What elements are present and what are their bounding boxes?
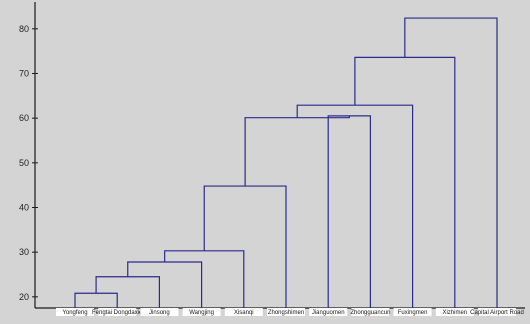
leaf-label-box bbox=[267, 308, 305, 316]
y-tick-label: 20 bbox=[19, 292, 29, 302]
leaf-label-box bbox=[98, 308, 137, 316]
leaf-label-box bbox=[351, 308, 390, 316]
leaf-label-box bbox=[140, 308, 179, 316]
leaf-labels: Yongfeng Fengtai Dongdaxie Jinsong Wangjing… bbox=[56, 308, 524, 316]
y-tick-label: 80 bbox=[19, 24, 29, 34]
y-tick-label: 70 bbox=[19, 68, 29, 78]
leaf-label: Jinsong bbox=[149, 310, 170, 316]
y-tick-label: 40 bbox=[19, 202, 29, 212]
leaf-label: Fuxingmen bbox=[398, 310, 428, 316]
dendrogram-link bbox=[164, 250, 245, 308]
leaf-label: Wangjing bbox=[189, 310, 214, 316]
y-tick-label: 60 bbox=[19, 113, 29, 123]
leaf-label-box bbox=[435, 308, 474, 316]
dendrogram-link bbox=[95, 276, 160, 308]
dendrogram-link bbox=[244, 115, 350, 187]
leaf-label: Jianguomen bbox=[312, 310, 345, 316]
dendrogram-link bbox=[127, 261, 203, 308]
leaf-label-box bbox=[393, 308, 432, 316]
leaf-label-box bbox=[478, 308, 516, 316]
leaf-label: Fengtai Dongdaxie bbox=[92, 310, 143, 316]
leaf-label: Yongfeng bbox=[62, 310, 87, 316]
dendrogram-link bbox=[203, 185, 287, 308]
dendrogram-link bbox=[74, 292, 118, 308]
leaf-label: Capital Airport Road bbox=[470, 310, 524, 316]
leaf-label-box bbox=[309, 308, 348, 316]
dendrogram-links bbox=[74, 17, 498, 308]
y-ticks: 20 30 40 50 60 70 80 bbox=[19, 24, 38, 302]
leaf-label: Xizhimen bbox=[442, 310, 467, 316]
leaf-label: Xisanqi bbox=[234, 310, 254, 316]
dendrogram-link bbox=[327, 115, 371, 308]
leaf-label: Zhongshimen bbox=[268, 310, 304, 316]
dendrogram-link bbox=[296, 104, 414, 308]
leaf-label: Zhongguancun bbox=[350, 310, 390, 316]
dendrogram-link bbox=[404, 17, 498, 308]
leaf-label-box bbox=[224, 308, 263, 316]
leaf-label-box bbox=[56, 308, 94, 316]
y-tick-label: 30 bbox=[19, 247, 29, 257]
leaf-label-box bbox=[182, 308, 221, 316]
y-tick-label: 50 bbox=[19, 158, 29, 168]
